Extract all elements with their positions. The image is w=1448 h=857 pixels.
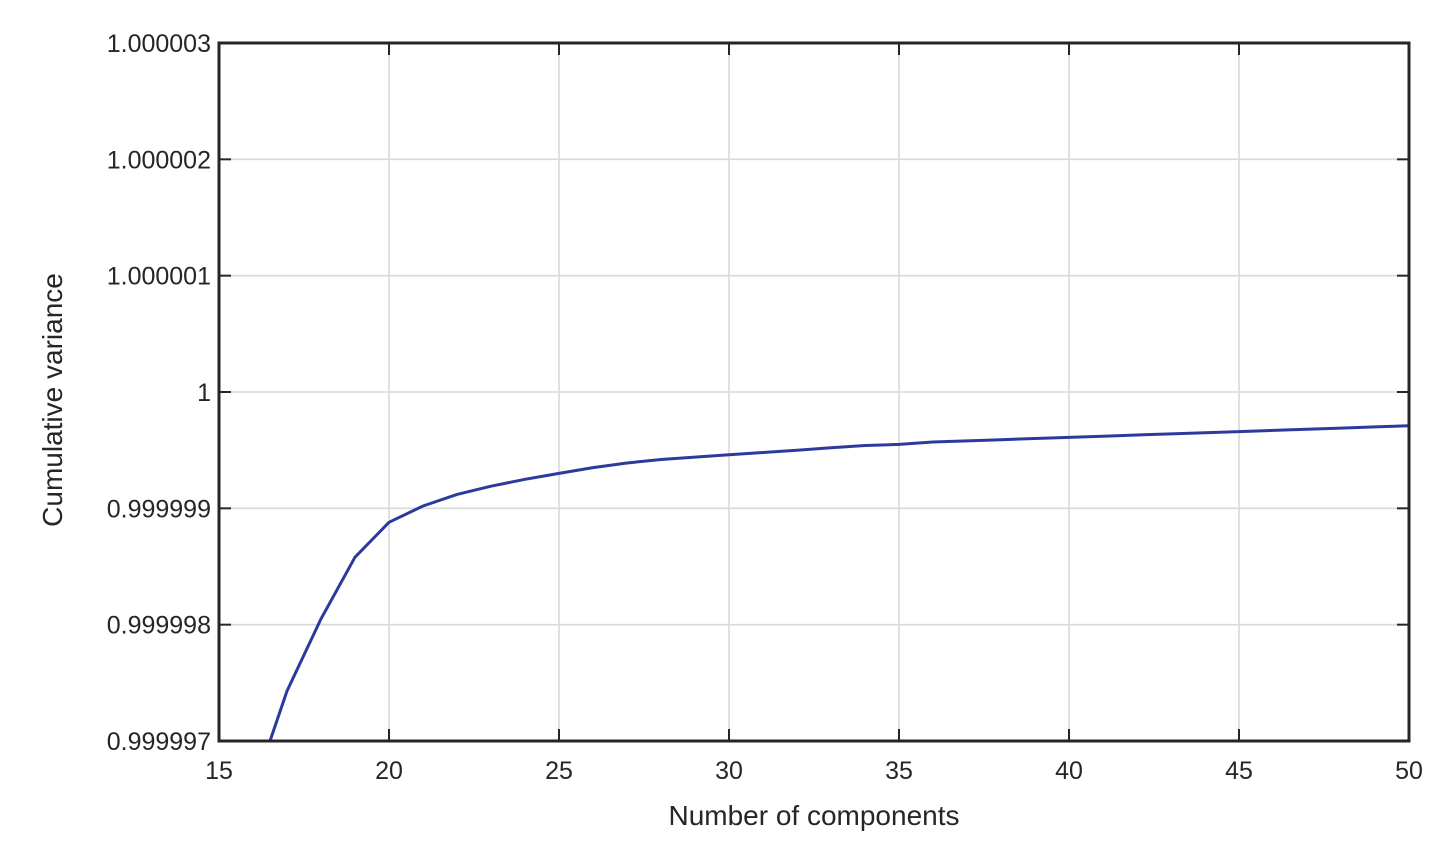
y-axis-label: Cumulative variance bbox=[37, 273, 68, 527]
x-tick-label: 50 bbox=[1395, 757, 1423, 785]
series-line bbox=[268, 424, 1410, 742]
y-tick-label: 1.000002 bbox=[107, 146, 211, 174]
series-group bbox=[268, 424, 1410, 742]
x-axis-label: Number of components bbox=[668, 800, 959, 831]
tick-labels: 15 20 25 30 35 40 45 50 0.999997 0.999998 0.999999… bbox=[107, 30, 1423, 785]
x-tick-label: 30 bbox=[715, 757, 743, 785]
y-tick-label: 1.000003 bbox=[107, 30, 211, 58]
ticks bbox=[218, 42, 1410, 742]
y-tick-label: 0.999998 bbox=[107, 612, 211, 640]
y-tick-label: 1 bbox=[197, 379, 211, 407]
x-tick-label: 15 bbox=[205, 757, 233, 785]
y-tick-label: 0.999999 bbox=[107, 495, 211, 523]
x-tick-label: 20 bbox=[375, 757, 403, 785]
y-tick-label: 1.000001 bbox=[107, 263, 211, 291]
y-tick-label: 0.999997 bbox=[107, 728, 211, 756]
x-tick-label: 40 bbox=[1055, 757, 1083, 785]
x-tick-label: 35 bbox=[885, 757, 913, 785]
x-tick-label: 25 bbox=[545, 757, 573, 785]
x-tick-label: 45 bbox=[1225, 757, 1253, 785]
